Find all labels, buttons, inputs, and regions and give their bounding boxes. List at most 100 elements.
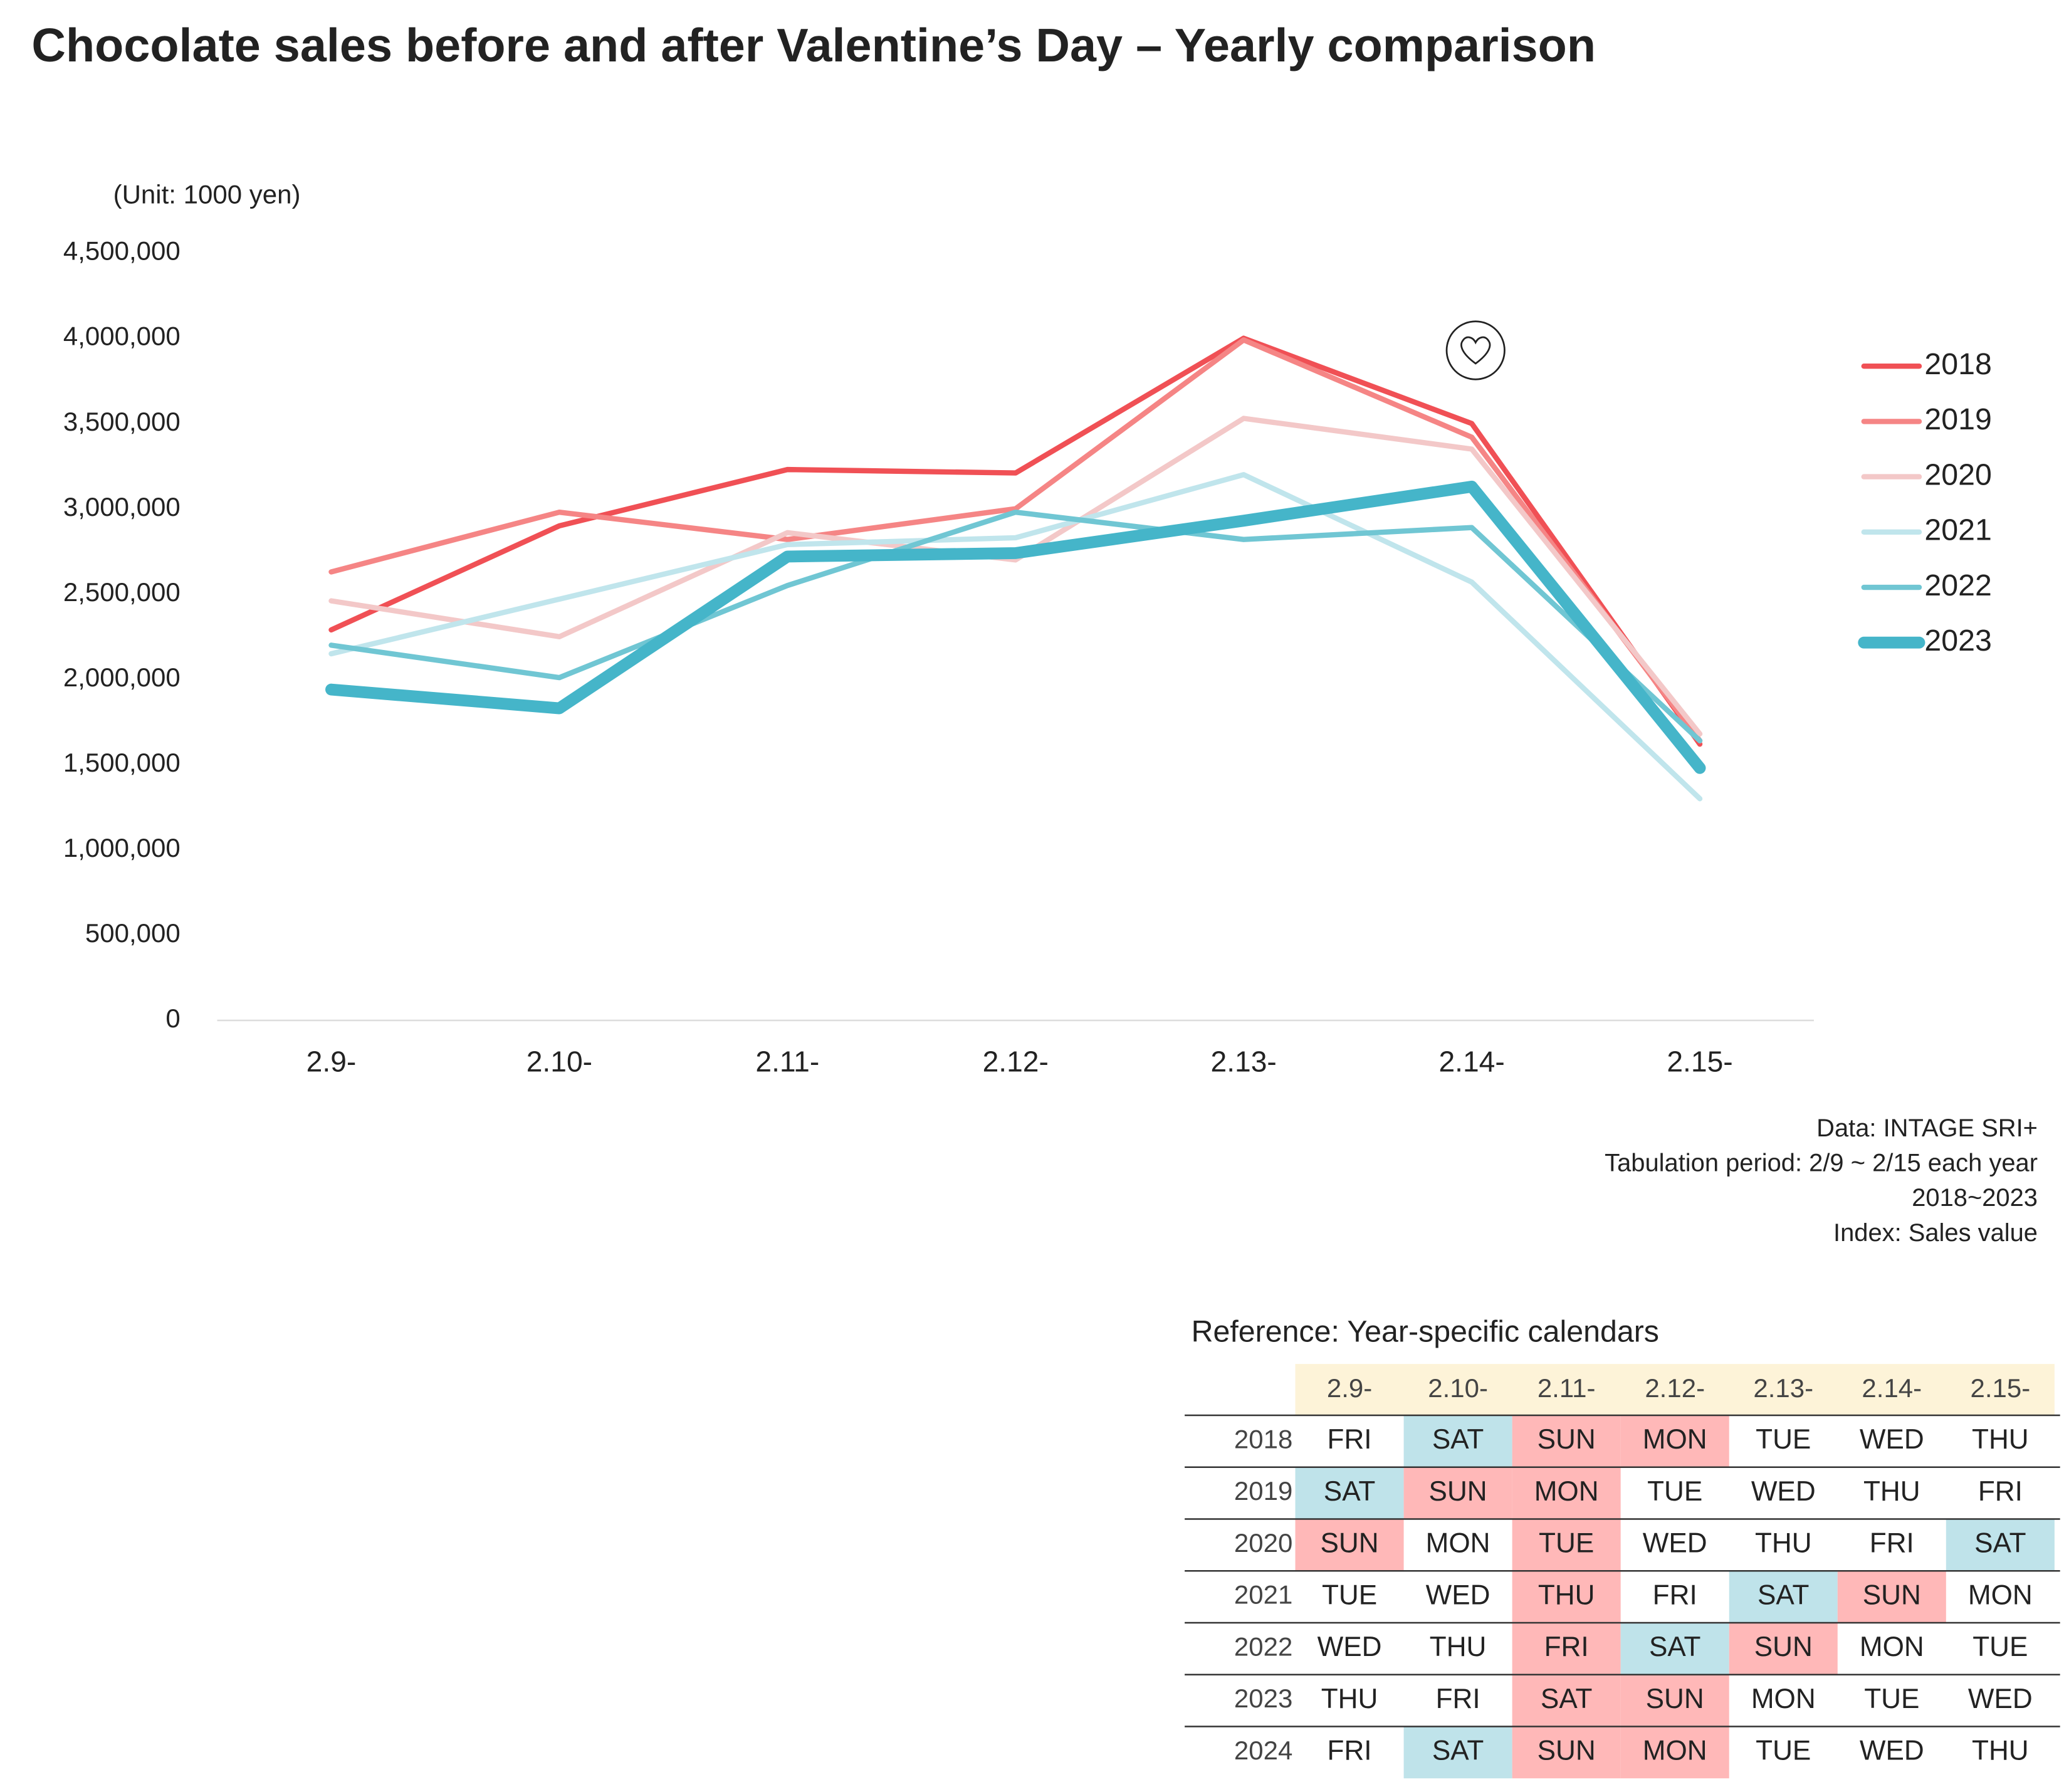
calendar-year: 2019 bbox=[1234, 1476, 1292, 1506]
series-line bbox=[328, 472, 1703, 802]
unit-label: (Unit: 1000 yen) bbox=[113, 179, 301, 209]
calendar-column-label: 2.11- bbox=[1538, 1373, 1596, 1403]
calendar-day: TUE bbox=[1756, 1735, 1811, 1766]
legend-label: 2021 bbox=[1924, 513, 1991, 547]
calendar-day: TUE bbox=[1756, 1424, 1811, 1455]
chart-title: Chocolate sales before and after Valenti… bbox=[31, 19, 1596, 72]
source-note: Index: Sales value bbox=[1833, 1219, 2038, 1247]
series-line bbox=[328, 509, 1703, 743]
calendar-day: MON bbox=[1860, 1632, 1924, 1662]
y-tick-label: 2,500,000 bbox=[63, 577, 181, 607]
y-tick-label: 0 bbox=[165, 1003, 180, 1033]
series-line bbox=[325, 480, 1706, 774]
y-tick-label: 500,000 bbox=[85, 918, 181, 948]
calendar-header-bg bbox=[1295, 1364, 2055, 1416]
calendar-day: FRI bbox=[1544, 1632, 1589, 1662]
calendar-day: SUN bbox=[1429, 1476, 1487, 1507]
x-tick-label: 2.10- bbox=[526, 1045, 592, 1077]
legend-label: 2023 bbox=[1924, 624, 1991, 658]
calendar-cell-bg bbox=[1512, 1674, 1621, 1727]
y-tick-label: 2,000,000 bbox=[63, 663, 181, 692]
calendar-day: FRI bbox=[1870, 1528, 1914, 1559]
calendar-day: SAT bbox=[1758, 1580, 1809, 1610]
calendar-year: 2018 bbox=[1234, 1424, 1292, 1454]
calendar-cell-bg bbox=[1295, 1519, 1404, 1571]
calendar-column-label: 2.12- bbox=[1645, 1373, 1705, 1403]
calendar-day: FRI bbox=[1328, 1735, 1372, 1766]
series-line bbox=[328, 335, 1703, 747]
calendar-day: SUN bbox=[1646, 1684, 1704, 1714]
y-tick-label: 3,500,000 bbox=[63, 407, 181, 436]
calendar-cell-bg bbox=[1403, 1467, 1512, 1519]
calendar-day: MON bbox=[1426, 1528, 1490, 1559]
calendar-cell-bg bbox=[1837, 1571, 1946, 1623]
calendar-day: TUE bbox=[1539, 1528, 1594, 1559]
calendar-day: SAT bbox=[1432, 1735, 1484, 1766]
legend-label: 2022 bbox=[1924, 569, 1991, 602]
calendar-day: THU bbox=[1321, 1684, 1378, 1714]
calendar-day: SUN bbox=[1754, 1632, 1813, 1662]
calendar-column-label: 2.9- bbox=[1327, 1373, 1372, 1403]
calendar-cell-bg bbox=[1295, 1467, 1404, 1519]
calendar-day: WED bbox=[1318, 1632, 1382, 1662]
y-tick-label: 1,500,000 bbox=[63, 748, 181, 777]
calendar-cell-bg bbox=[1729, 1622, 1838, 1675]
calendar-day: SAT bbox=[1974, 1528, 2026, 1559]
x-tick-label: 2.12- bbox=[983, 1045, 1049, 1077]
calendar-day: SUN bbox=[1538, 1424, 1596, 1455]
calendar-day: THU bbox=[1538, 1580, 1595, 1610]
calendar-day: WED bbox=[1426, 1580, 1490, 1610]
calendar-day: SUN bbox=[1538, 1735, 1596, 1766]
calendar-cell-bg bbox=[1946, 1519, 2055, 1571]
calendar-day: THU bbox=[1972, 1735, 2029, 1766]
calendar-cell-bg bbox=[1512, 1726, 1621, 1779]
calendar-column-label: 2.10- bbox=[1428, 1373, 1488, 1403]
calendar-day: MON bbox=[1968, 1580, 2033, 1610]
calendar-column-label: 2.14- bbox=[1862, 1373, 1922, 1403]
x-tick-label: 2.13- bbox=[1211, 1045, 1277, 1077]
calendar-day: FRI bbox=[1653, 1580, 1697, 1610]
calendar-year: 2022 bbox=[1234, 1632, 1292, 1661]
calendar-cell-bg bbox=[1512, 1415, 1621, 1467]
calendar-day: TUE bbox=[1864, 1684, 1919, 1714]
calendar-day: WED bbox=[1643, 1528, 1707, 1559]
legend-label: 2019 bbox=[1924, 402, 1991, 436]
calendar-column-label: 2.15- bbox=[1970, 1373, 2030, 1403]
y-tick-label: 4,000,000 bbox=[63, 322, 181, 351]
calendar-day: SAT bbox=[1649, 1632, 1700, 1662]
y-tick-label: 3,000,000 bbox=[63, 492, 181, 521]
calendar-day: TUE bbox=[1647, 1476, 1702, 1507]
calendar-day: MON bbox=[1643, 1424, 1707, 1455]
calendar-day: MON bbox=[1751, 1684, 1816, 1714]
calendar-day: TUE bbox=[1322, 1580, 1377, 1610]
legend-label: 2020 bbox=[1924, 458, 1991, 491]
source-note: 2018~2023 bbox=[1912, 1184, 2038, 1212]
calendar-year: 2021 bbox=[1234, 1580, 1292, 1610]
calendar-cell-bg bbox=[1620, 1674, 1729, 1727]
calendar-cell-bg bbox=[1620, 1622, 1729, 1675]
x-tick-label: 2.14- bbox=[1438, 1045, 1504, 1077]
calendar-day: SUN bbox=[1863, 1580, 1921, 1610]
x-tick-label: 2.15- bbox=[1667, 1045, 1732, 1077]
y-tick-label: 4,500,000 bbox=[63, 236, 181, 266]
calendar-day: WED bbox=[1860, 1735, 1924, 1766]
source-note: Tabulation period: 2/9 ~ 2/15 each year bbox=[1605, 1149, 2038, 1176]
series-line bbox=[328, 337, 1703, 743]
calendar-day: FRI bbox=[1436, 1684, 1480, 1714]
calendar-cell-bg bbox=[1403, 1415, 1512, 1467]
calendar-cell-bg bbox=[1512, 1519, 1621, 1571]
calendar-day: SUN bbox=[1320, 1528, 1378, 1559]
calendar-day: MON bbox=[1643, 1735, 1707, 1766]
source-note: Data: INTAGE SRI+ bbox=[1816, 1114, 2038, 1142]
calendar-year: 2024 bbox=[1234, 1736, 1292, 1765]
calendar-title: Reference: Year-specific calendars bbox=[1192, 1315, 1659, 1349]
calendar-column-label: 2.13- bbox=[1753, 1373, 1813, 1403]
x-tick-label: 2.9- bbox=[306, 1045, 357, 1077]
calendar-day: THU bbox=[1972, 1424, 2029, 1455]
calendar-cell-bg bbox=[1512, 1622, 1621, 1675]
calendar-day: SAT bbox=[1541, 1684, 1592, 1714]
calendar-day: THU bbox=[1755, 1528, 1812, 1559]
calendar-year: 2020 bbox=[1234, 1528, 1292, 1558]
calendar-cell-bg bbox=[1620, 1415, 1729, 1467]
